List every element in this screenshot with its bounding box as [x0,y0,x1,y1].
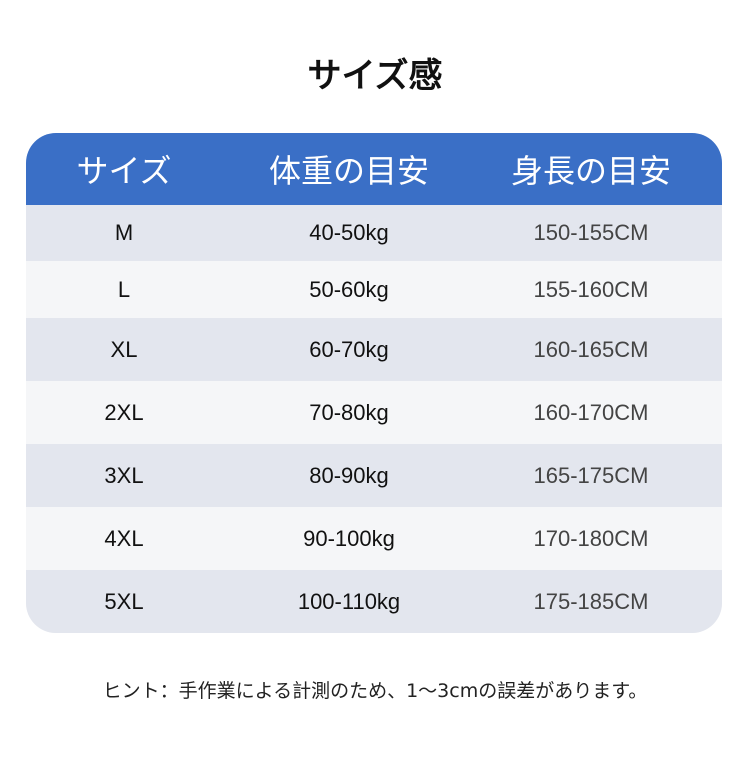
size-cell: M [114,220,134,245]
weight-cell: 80-90kg [309,462,389,488]
size-cell: XL [110,336,138,362]
table-row: XL 60-70kg 160-165CM [26,318,722,381]
weight-cell: 100-110kg [297,588,401,614]
size-table: サイズ 体重の目安 身長の目安 M 40-50kg 150-155CM L 50-60k… [26,133,722,633]
header-height: 身長の目安 [510,152,671,190]
height-cell: 165-175CM [533,462,649,488]
table-row: 5XL 100-110kg 175-185CM [26,570,722,633]
height-cell: 160-165CM [533,336,649,362]
height-cell: 150-155CM [533,220,649,245]
header-size: サイズ [76,152,172,190]
size-cell: L [117,276,131,302]
table-row: 3XL 80-90kg 165-175CM [26,444,722,507]
weight-cell: 50-60kg [309,276,389,302]
weight-cell: 40-50kg [309,220,389,245]
size-cell: 3XL [104,462,144,488]
page-title: サイズ感 [307,56,443,96]
height-cell: 170-180CM [533,525,649,551]
table-row: M 40-50kg 150-155CM [26,205,722,261]
weight-cell: 70-80kg [309,399,389,425]
hint-text: ヒント：手作業による計測のため、1〜3cmの誤差があります。 [102,680,648,702]
height-cell: 155-160CM [533,276,649,302]
height-cell: 175-185CM [533,588,649,614]
weight-cell: 60-70kg [309,336,389,362]
table-header: サイズ 体重の目安 身長の目安 [26,133,722,205]
table-row: L 50-60kg 155-160CM [26,261,722,318]
size-cell: 5XL [104,588,144,614]
table-row: 2XL 70-80kg 160-170CM [26,381,722,444]
table-row: 4XL 90-100kg 170-180CM [26,507,722,570]
size-cell: 4XL [104,525,144,551]
size-cell: 2XL [104,399,144,425]
height-cell: 160-170CM [533,399,649,425]
weight-cell: 90-100kg [303,525,395,551]
header-weight: 体重の目安 [268,152,429,190]
